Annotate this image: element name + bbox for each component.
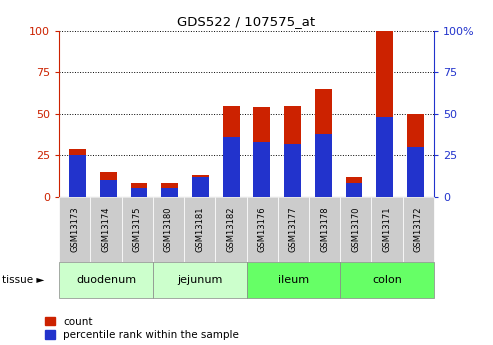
Bar [100,180,117,197]
Bar [346,177,362,197]
Bar [253,107,270,197]
Bar [223,137,240,197]
Bar [131,184,147,197]
Text: jejunum: jejunum [177,275,222,285]
Bar [376,31,393,197]
Text: ileum: ileum [278,275,309,285]
Bar [69,155,86,197]
Bar [131,188,147,197]
Bar [376,117,393,197]
Text: GSM13174: GSM13174 [102,207,110,252]
Text: GSM13172: GSM13172 [414,207,423,252]
Title: GDS522 / 107575_at: GDS522 / 107575_at [177,16,316,29]
Text: GSM13180: GSM13180 [164,207,173,252]
Text: GSM13173: GSM13173 [70,207,79,252]
Bar [253,142,270,197]
Text: GSM13170: GSM13170 [352,207,360,252]
Legend: count, percentile rank within the sample: count, percentile rank within the sample [45,317,239,340]
Bar [315,134,332,197]
Text: GSM13181: GSM13181 [195,207,204,252]
Bar [69,149,86,197]
Text: colon: colon [372,275,402,285]
Bar [315,89,332,197]
Text: GSM13178: GSM13178 [320,207,329,252]
Bar [407,114,424,197]
Bar [192,175,209,197]
Text: GSM13176: GSM13176 [258,207,267,252]
Bar [161,184,178,197]
Bar [223,106,240,197]
Bar [284,144,301,197]
Bar [346,184,362,197]
Text: GSM13182: GSM13182 [226,207,235,252]
Bar [407,147,424,197]
Bar [192,177,209,197]
Bar [100,172,117,197]
Bar [161,188,178,197]
Text: tissue ►: tissue ► [2,275,45,285]
Text: GSM13175: GSM13175 [133,207,141,252]
Text: duodenum: duodenum [76,275,136,285]
Text: GSM13171: GSM13171 [383,207,391,252]
Text: GSM13177: GSM13177 [289,207,298,252]
Bar [284,106,301,197]
